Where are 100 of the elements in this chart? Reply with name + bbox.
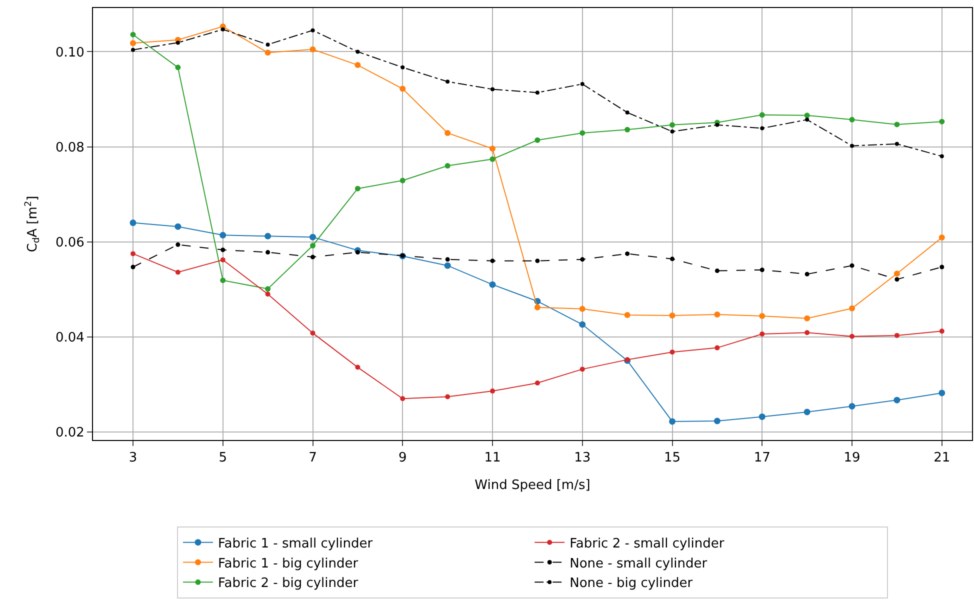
point [444, 130, 451, 136]
point [264, 50, 271, 56]
point [625, 110, 630, 115]
legend-label: Fabric 2 - big cylinder [218, 576, 359, 592]
legend-label: Fabric 1 - small cylinder [218, 536, 374, 552]
point [220, 248, 226, 252]
point [131, 48, 135, 52]
point [894, 270, 900, 277]
point [804, 272, 810, 276]
point [490, 87, 494, 92]
point [805, 118, 810, 122]
point [759, 112, 765, 118]
point [534, 304, 540, 310]
point [758, 413, 766, 420]
point [220, 27, 225, 32]
point [264, 232, 272, 240]
point [714, 345, 720, 350]
point [939, 328, 944, 334]
point [850, 334, 855, 339]
point [760, 126, 764, 130]
point [445, 394, 450, 400]
point [894, 332, 900, 338]
point [400, 86, 406, 92]
point [940, 154, 944, 158]
point [714, 418, 720, 424]
x-axis-title: Wind Speed [m/s] [474, 478, 590, 494]
point [220, 232, 226, 238]
point [669, 418, 676, 425]
point [714, 312, 720, 318]
point [446, 80, 450, 84]
point [175, 64, 181, 70]
point [759, 312, 766, 319]
point [310, 234, 316, 240]
point [310, 254, 315, 260]
point [580, 366, 585, 372]
x-tick-label: 19 [844, 450, 860, 466]
point [579, 306, 586, 312]
point [444, 262, 451, 269]
legend-label: Fabric 1 - big cylinder [218, 556, 359, 572]
point [490, 258, 495, 264]
point [670, 256, 675, 262]
point [715, 122, 720, 127]
point [894, 142, 899, 146]
x-tick-label: 7 [308, 450, 317, 466]
point [714, 268, 720, 274]
x-tick-label: 5 [218, 450, 228, 466]
point [176, 40, 180, 45]
point [490, 156, 496, 162]
point [848, 403, 856, 410]
point [534, 380, 540, 386]
point [849, 116, 855, 122]
point [354, 62, 361, 68]
x-tick-label: 3 [128, 450, 138, 466]
point [624, 126, 630, 132]
point [804, 330, 810, 336]
point [760, 332, 765, 337]
point [670, 350, 675, 355]
point [580, 82, 584, 86]
point [400, 396, 406, 402]
point [625, 251, 630, 256]
point [130, 32, 136, 38]
point [894, 122, 900, 128]
point [355, 250, 360, 255]
point [130, 40, 136, 46]
x-tick-label: 13 [574, 450, 591, 466]
point [579, 321, 586, 328]
point [266, 42, 270, 47]
point [670, 130, 674, 134]
point [938, 390, 946, 396]
point [310, 242, 316, 248]
legend-label: Fabric 2 - small cylinder [570, 536, 725, 552]
legend-label: None - big cylinder [570, 576, 694, 592]
point [130, 264, 136, 270]
point [310, 28, 315, 32]
point [938, 234, 945, 241]
point [580, 257, 585, 262]
point [175, 270, 180, 275]
point [310, 46, 316, 52]
point [130, 251, 136, 256]
point [490, 388, 495, 394]
point [400, 65, 405, 70]
y-tick-label: 0.10 [55, 45, 84, 60]
point [535, 90, 540, 95]
point [400, 178, 406, 184]
point [176, 242, 180, 247]
point [580, 130, 586, 136]
x-tick-label: 15 [664, 450, 681, 466]
point [220, 278, 226, 284]
x-tick-label: 11 [484, 450, 501, 466]
point [760, 268, 764, 272]
y-tick-label: 0.06 [55, 235, 84, 250]
point [265, 292, 270, 297]
y-tick-label: 0.04 [55, 330, 84, 346]
point [445, 257, 450, 262]
y-tick-label: 0.02 [55, 425, 84, 440]
point [850, 144, 854, 148]
point [174, 223, 182, 230]
point [489, 281, 496, 288]
x-tick-label: 9 [398, 450, 407, 466]
point [266, 250, 270, 255]
